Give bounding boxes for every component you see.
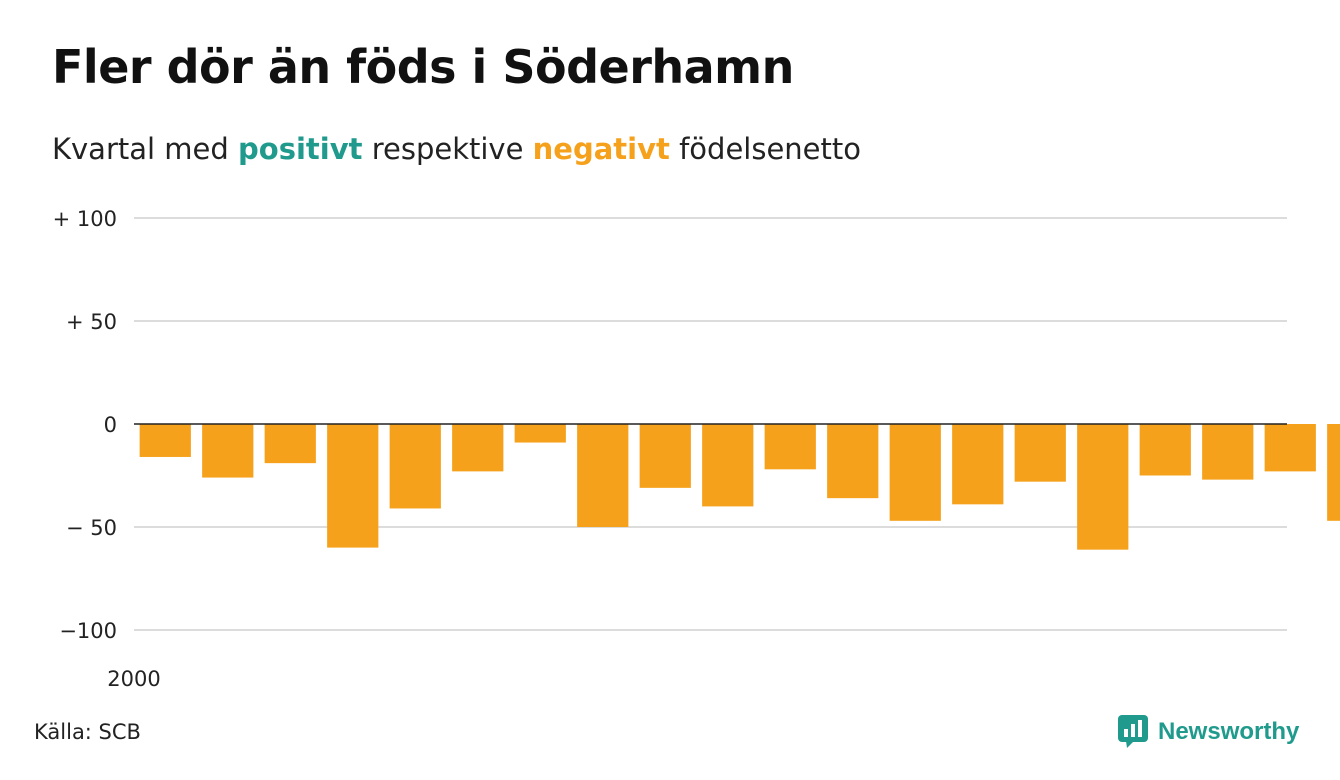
bar: [1327, 424, 1340, 521]
subtitle-prefix: Kvartal med: [52, 132, 239, 166]
y-tick-label: −100: [59, 619, 117, 643]
bar: [639, 424, 691, 488]
x-tick-label: 2000: [107, 667, 160, 691]
bar: [827, 424, 879, 499]
x-axis-ticks: 20002005201020152020: [107, 667, 160, 691]
y-tick-label: + 50: [66, 310, 117, 334]
subtitle-positive-word: positivt: [238, 132, 363, 166]
newsworthy-logo-icon: [1118, 715, 1148, 748]
bar: [1139, 424, 1191, 476]
bar: [1264, 424, 1316, 472]
brand-name: Newsworthy: [1158, 718, 1300, 745]
bar: [952, 424, 1004, 505]
bars: [139, 424, 1340, 550]
bar: [327, 424, 379, 548]
bar: [139, 424, 191, 457]
y-tick-label: + 100: [53, 207, 117, 231]
y-tick-label: 0: [104, 413, 117, 437]
chart-title: Fler dör än föds i Söderhamn: [52, 40, 794, 94]
chart-subtitle: Kvartal med positivt respektive negativt…: [52, 132, 861, 166]
bar: [202, 424, 254, 478]
bar: [577, 424, 629, 527]
bar: [702, 424, 754, 507]
y-axis-ticks: + 100 + 50 0 − 50 −100: [53, 207, 117, 643]
bar: [264, 424, 316, 464]
bar: [764, 424, 816, 470]
subtitle-negative-word: negativt: [532, 132, 670, 166]
source-note: Källa: SCB: [34, 720, 141, 744]
bar: [1014, 424, 1066, 482]
bar: [452, 424, 504, 472]
subtitle-suffix: födelsenetto: [669, 132, 861, 166]
brand-logo[interactable]: Newsworthy: [1118, 712, 1299, 752]
bar: [1077, 424, 1129, 550]
subtitle-middle: respektive: [362, 132, 533, 166]
bar: [389, 424, 441, 509]
bar: [889, 424, 941, 521]
bar: [1202, 424, 1254, 480]
bar: [514, 424, 566, 443]
y-tick-label: − 50: [66, 516, 117, 540]
